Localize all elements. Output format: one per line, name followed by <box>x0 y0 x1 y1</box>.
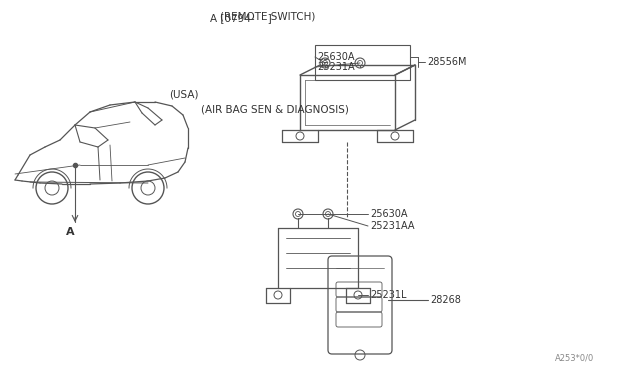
Bar <box>315 45 410 80</box>
Text: 25630A: 25630A <box>317 52 355 62</box>
Text: 25231AA: 25231AA <box>370 221 415 231</box>
Text: 28268: 28268 <box>430 295 461 305</box>
Text: (AIR BAG SEN & DIAGNOSIS): (AIR BAG SEN & DIAGNOSIS) <box>201 104 349 114</box>
Text: 28556M: 28556M <box>427 57 467 67</box>
Text: 25231A: 25231A <box>317 62 355 72</box>
Text: (REMOTE SWITCH): (REMOTE SWITCH) <box>220 11 316 21</box>
Text: 25630A: 25630A <box>370 209 408 219</box>
Text: A: A <box>66 227 74 237</box>
Text: A253*0/0: A253*0/0 <box>555 353 595 362</box>
Text: 25231L: 25231L <box>370 290 406 300</box>
Text: (USA): (USA) <box>169 89 198 99</box>
Text: A [0794-    ]: A [0794- ] <box>210 13 272 23</box>
